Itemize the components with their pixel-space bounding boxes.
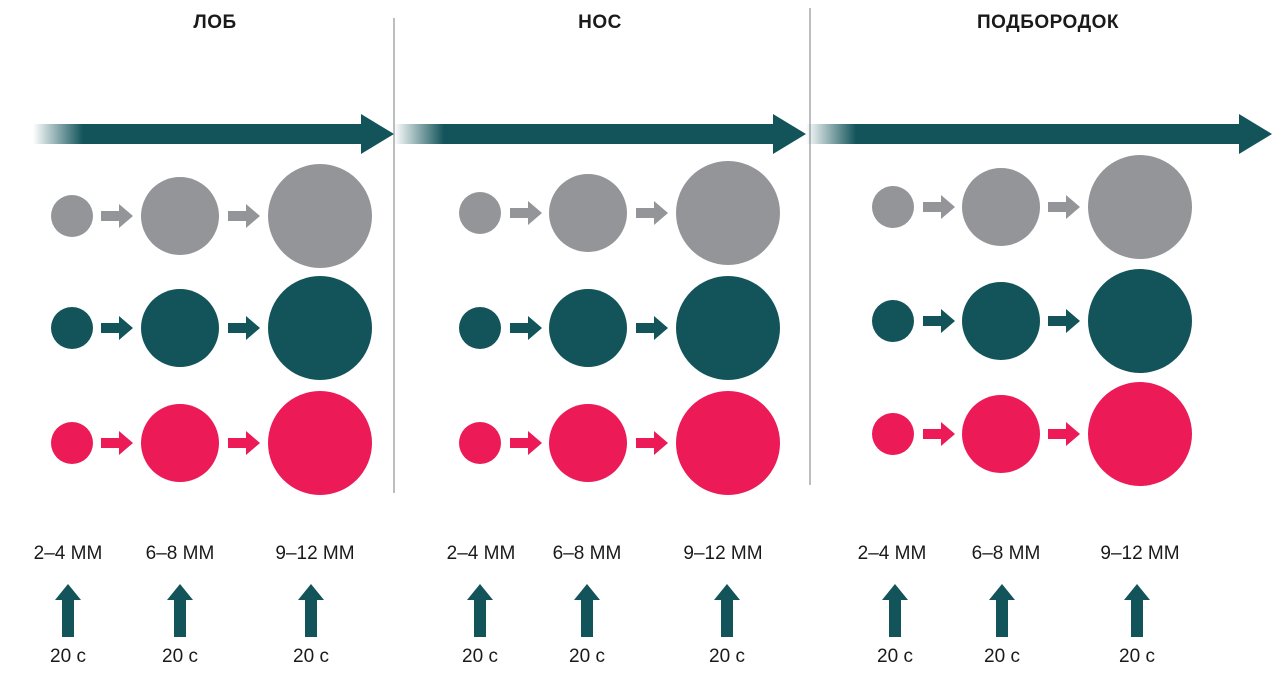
size-label-chin-small: 2–4 ММ: [857, 543, 927, 564]
arrow-nose-teal-1: [510, 316, 542, 340]
time-label-chin-large: 20 с: [1119, 646, 1155, 667]
size-label-nose-small: 2–4 ММ: [446, 543, 516, 564]
size-label-chin-large: 9–12 ММ: [1100, 543, 1180, 564]
up-arrow-forehead-small: [55, 584, 81, 637]
size-label-nose-medium: 6–8 ММ: [552, 543, 622, 564]
time-label-chin-medium: 20 с: [984, 646, 1020, 667]
timeline-arrow-head: [773, 114, 806, 154]
timeline-arrow-tail: [806, 124, 856, 144]
arrow-forehead-teal-1: [101, 316, 133, 340]
timeline-arrow-tail: [394, 124, 444, 144]
timeline-arrow-tail: [33, 124, 83, 144]
circle-nose-pink-medium: [549, 404, 627, 482]
circle-chin-teal-medium: [962, 282, 1040, 360]
up-arrow-chin-medium: [989, 584, 1015, 637]
circle-forehead-teal-large: [268, 276, 372, 380]
timeline-arrow-shaft: [444, 124, 774, 144]
circle-forehead-teal-medium: [141, 289, 219, 367]
up-arrow-chin-large: [1124, 584, 1150, 637]
timeline-arrow-forehead: [33, 114, 394, 154]
timeline-arrow-head: [361, 114, 394, 154]
circle-chin-gray-large: [1088, 155, 1192, 259]
circle-nose-gray-small: [459, 192, 501, 234]
circle-forehead-gray-small: [51, 195, 93, 237]
arrow-nose-pink-2: [636, 431, 668, 455]
size-label-forehead-small: 2–4 ММ: [33, 543, 103, 564]
arrow-nose-teal-2: [636, 316, 668, 340]
time-label-chin-small: 20 с: [877, 646, 913, 667]
zone-title-forehead: ЛОБ: [193, 12, 237, 33]
up-arrow-forehead-medium: [167, 584, 193, 637]
time-label-forehead-small: 20 с: [50, 646, 86, 667]
circle-forehead-gray-medium: [141, 177, 219, 255]
circle-chin-teal-small: [872, 300, 914, 342]
time-label-nose-large: 20 с: [709, 646, 745, 667]
arrow-nose-gray-1: [510, 201, 542, 225]
timeline-arrow-shaft: [856, 124, 1240, 144]
circle-forehead-gray-large: [268, 164, 372, 268]
arrow-forehead-pink-2: [228, 431, 260, 455]
size-label-forehead-large: 9–12 ММ: [275, 543, 355, 564]
circle-nose-gray-medium: [549, 174, 627, 252]
up-arrow-nose-small: [467, 584, 493, 637]
arrow-chin-gray-2: [1048, 195, 1080, 219]
up-arrow-nose-large: [714, 584, 740, 637]
time-label-forehead-medium: 20 с: [162, 646, 198, 667]
time-label-nose-small: 20 с: [462, 646, 498, 667]
timeline-arrow-chin: [806, 114, 1272, 154]
up-arrow-chin-small: [882, 584, 908, 637]
time-label-forehead-large: 20 с: [293, 646, 329, 667]
circle-nose-teal-large: [676, 276, 780, 380]
size-label-chin-medium: 6–8 ММ: [971, 543, 1041, 564]
circle-chin-pink-large: [1088, 382, 1192, 486]
up-arrow-nose-medium: [574, 584, 600, 637]
circle-forehead-teal-small: [51, 307, 93, 349]
circle-nose-teal-small: [459, 307, 501, 349]
arrow-nose-pink-1: [510, 431, 542, 455]
arrow-forehead-gray-2: [228, 204, 260, 228]
zone-title-chin: ПОДБОРОДОК: [976, 12, 1120, 33]
size-label-forehead-medium: 6–8 ММ: [145, 543, 215, 564]
arrow-chin-pink-1: [923, 422, 955, 446]
arrow-forehead-gray-1: [101, 204, 133, 228]
arrow-chin-teal-2: [1048, 309, 1080, 333]
circle-nose-pink-large: [676, 391, 780, 495]
circle-chin-teal-large: [1088, 269, 1192, 373]
circle-forehead-pink-medium: [141, 404, 219, 482]
timeline-arrow-head: [1239, 114, 1272, 154]
arrow-chin-pink-2: [1048, 422, 1080, 446]
arrow-nose-gray-2: [636, 201, 668, 225]
arrow-forehead-teal-2: [228, 316, 260, 340]
arrow-chin-gray-1: [923, 195, 955, 219]
arrow-forehead-pink-1: [101, 431, 133, 455]
up-arrow-forehead-large: [298, 584, 324, 637]
circle-forehead-pink-small: [51, 422, 93, 464]
arrow-chin-teal-1: [923, 309, 955, 333]
circle-nose-pink-small: [459, 422, 501, 464]
timeline-arrow-shaft: [83, 124, 362, 144]
circle-chin-gray-medium: [962, 168, 1040, 246]
circle-nose-gray-large: [676, 161, 780, 265]
circle-chin-pink-medium: [962, 395, 1040, 473]
timeline-arrow-nose: [394, 114, 806, 154]
size-label-nose-large: 9–12 ММ: [683, 543, 763, 564]
circle-chin-pink-small: [872, 413, 914, 455]
time-label-nose-medium: 20 с: [569, 646, 605, 667]
circle-nose-teal-medium: [549, 289, 627, 367]
circle-chin-gray-small: [872, 186, 914, 228]
circle-forehead-pink-large: [268, 391, 372, 495]
zone-title-nose: НОС: [578, 12, 622, 33]
